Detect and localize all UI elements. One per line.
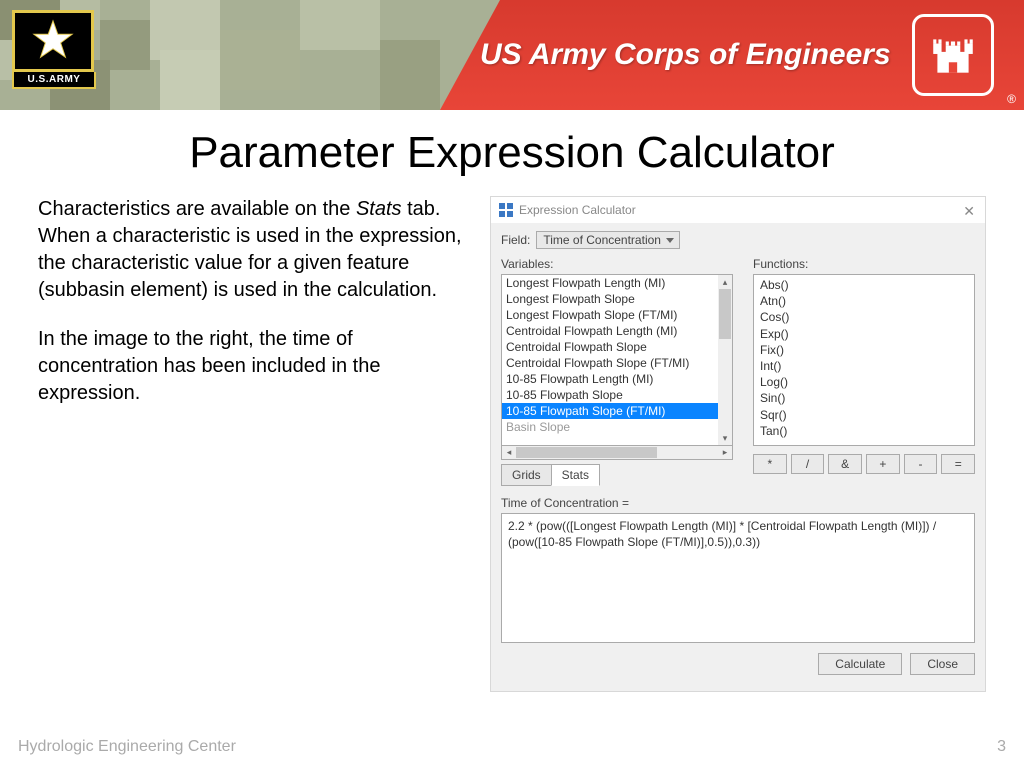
variable-item[interactable]: Centroidal Flowpath Slope (FT/MI) xyxy=(502,355,718,371)
function-item[interactable]: Sin() xyxy=(760,390,968,406)
function-item[interactable]: Fix() xyxy=(760,342,968,358)
scroll-left-icon[interactable]: ◂ xyxy=(502,447,516,458)
expression-label: Time of Concentration = xyxy=(501,496,975,510)
expression-textarea[interactable]: 2.2 * (pow(([Longest Flowpath Length (MI… xyxy=(501,513,975,643)
header-banner: US Army Corps of Engineers ® U.S.ARMY xyxy=(0,0,1024,110)
operator-button[interactable]: + xyxy=(866,454,900,474)
variable-item[interactable]: Longest Flowpath Slope xyxy=(502,291,718,307)
expression-calculator-dialog: Expression Calculator ✕ Field: Time of C… xyxy=(490,196,986,692)
variable-item[interactable]: Longest Flowpath Length (MI) xyxy=(502,275,718,291)
variable-item[interactable]: 10-85 Flowpath Slope xyxy=(502,387,718,403)
registered-mark: ® xyxy=(1007,92,1016,106)
calculate-button[interactable]: Calculate xyxy=(818,653,902,675)
function-item[interactable]: Atn() xyxy=(760,293,968,309)
function-item[interactable]: Cos() xyxy=(760,309,968,325)
banner-title: US Army Corps of Engineers xyxy=(480,38,891,72)
dialog-title-text: Expression Calculator xyxy=(519,203,636,217)
close-icon[interactable]: ✕ xyxy=(963,203,975,220)
dialog-titlebar: Expression Calculator ✕ xyxy=(491,197,985,223)
banner-red: US Army Corps of Engineers ® xyxy=(440,0,1024,110)
us-army-badge: U.S.ARMY xyxy=(12,10,96,89)
slide-footer: Hydrologic Engineering Center 3 xyxy=(18,738,1006,756)
variable-item[interactable]: Longest Flowpath Slope (FT/MI) xyxy=(502,307,718,323)
function-item[interactable]: Sqr() xyxy=(760,407,968,423)
operator-button[interactable]: - xyxy=(904,454,938,474)
functions-label: Functions: xyxy=(753,257,975,271)
scrollbar-horizontal[interactable]: ◂ ▸ xyxy=(501,446,733,460)
scroll-thumb[interactable] xyxy=(719,289,731,339)
calculator-icon xyxy=(499,203,513,217)
operator-button[interactable]: = xyxy=(941,454,975,474)
field-dropdown[interactable]: Time of Concentration xyxy=(536,231,680,249)
scroll-down-icon[interactable]: ▾ xyxy=(718,431,732,445)
variable-item[interactable]: 10-85 Flowpath Slope (FT/MI) xyxy=(502,403,718,419)
hscroll-thumb[interactable] xyxy=(516,447,657,458)
close-button[interactable]: Close xyxy=(910,653,975,675)
usace-castle-logo xyxy=(912,14,994,96)
variables-listbox[interactable]: Longest Flowpath Length (MI)Longest Flow… xyxy=(501,274,733,446)
army-star-icon xyxy=(12,10,94,72)
function-item[interactable]: Int() xyxy=(760,358,968,374)
footer-left: Hydrologic Engineering Center xyxy=(18,738,236,756)
tab-stats[interactable]: Stats xyxy=(551,464,600,486)
variable-item[interactable]: 10-85 Flowpath Length (MI) xyxy=(502,371,718,387)
operator-button[interactable]: / xyxy=(791,454,825,474)
variable-item[interactable]: Basin Slope xyxy=(502,419,718,435)
scroll-up-icon[interactable]: ▴ xyxy=(718,275,732,289)
description-text: Characteristics are available on the Sta… xyxy=(38,196,478,692)
variable-item[interactable]: Centroidal Flowpath Length (MI) xyxy=(502,323,718,339)
slide-title: Parameter Expression Calculator xyxy=(0,128,1024,178)
functions-listbox[interactable]: Abs()Atn()Cos()Exp()Fix()Int()Log()Sin()… xyxy=(753,274,975,446)
function-item[interactable]: Tan() xyxy=(760,423,968,439)
field-label: Field: xyxy=(501,233,530,247)
scrollbar-vertical[interactable]: ▴ ▾ xyxy=(718,275,732,445)
tab-grids[interactable]: Grids xyxy=(501,464,552,486)
army-label: U.S.ARMY xyxy=(12,72,96,89)
variables-label: Variables: xyxy=(501,257,733,271)
function-item[interactable]: Exp() xyxy=(760,326,968,342)
operator-button[interactable]: & xyxy=(828,454,862,474)
operator-button[interactable]: * xyxy=(753,454,787,474)
page-number: 3 xyxy=(997,738,1006,756)
function-item[interactable]: Abs() xyxy=(760,277,968,293)
variable-item[interactable]: Centroidal Flowpath Slope xyxy=(502,339,718,355)
scroll-right-icon[interactable]: ▸ xyxy=(718,447,732,458)
function-item[interactable]: Log() xyxy=(760,374,968,390)
